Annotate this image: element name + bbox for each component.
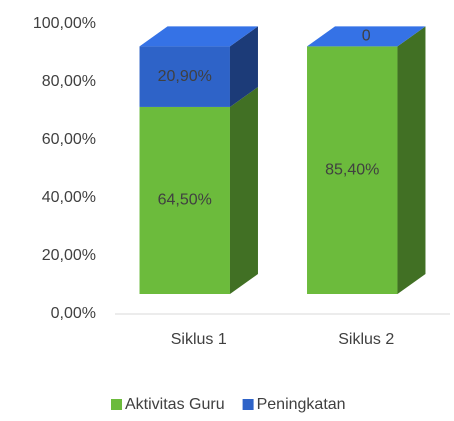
data-label: 85,40% xyxy=(325,161,379,178)
legend-swatch xyxy=(111,399,122,410)
bar-top xyxy=(307,26,426,47)
bar-side xyxy=(229,86,258,294)
y-tick-label: 80,00% xyxy=(42,73,96,90)
bar-side xyxy=(397,26,426,295)
bar-top xyxy=(139,26,258,47)
bar-side xyxy=(229,26,258,107)
y-tick-label: 60,00% xyxy=(42,131,96,148)
y-tick-label: 100,00% xyxy=(33,15,96,32)
legend-swatch xyxy=(242,399,254,410)
data-label: 0 xyxy=(362,28,371,45)
x-tick-label: Siklus 2 xyxy=(338,331,394,348)
legend-label: Peningkatan xyxy=(257,396,346,413)
bar-segment xyxy=(139,106,230,294)
y-tick-label: 40,00% xyxy=(42,189,96,206)
legend-label: Aktivitas Guru xyxy=(125,396,225,413)
data-label: 20,90% xyxy=(158,68,212,85)
bar-segment xyxy=(139,46,230,107)
y-tick-label: 20,00% xyxy=(42,247,96,264)
bar-segment xyxy=(307,46,398,295)
y-tick-label: 0,00% xyxy=(51,305,96,322)
data-label: 64,50% xyxy=(158,192,212,209)
x-tick-label: Siklus 1 xyxy=(171,331,227,348)
